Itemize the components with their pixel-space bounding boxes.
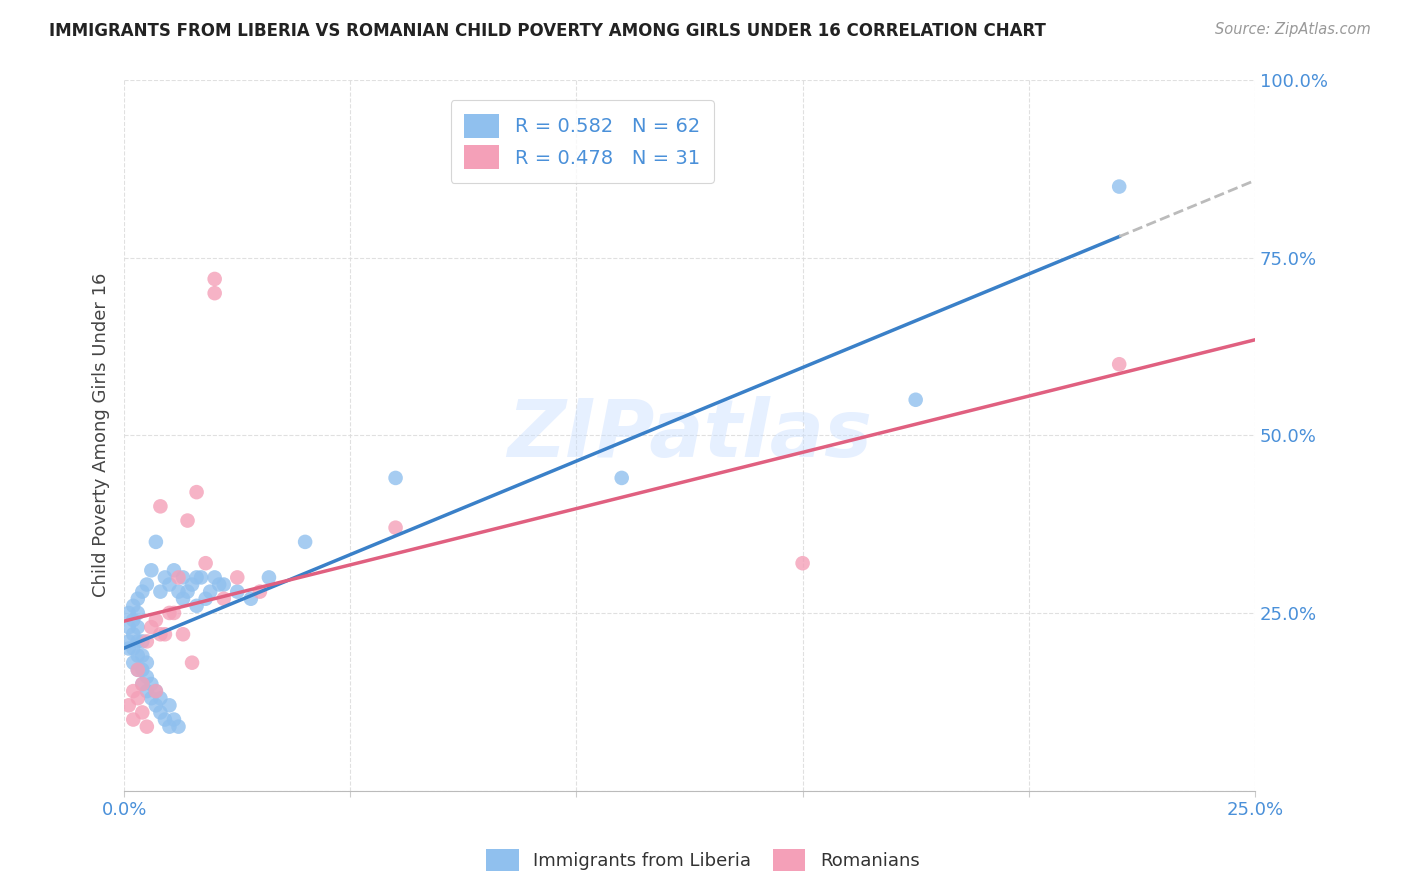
Point <box>135 684 157 698</box>
Point <box>226 584 249 599</box>
Point <box>181 577 204 591</box>
Point <box>194 591 217 606</box>
Point <box>127 620 149 634</box>
Point <box>153 627 176 641</box>
Point <box>145 698 167 713</box>
Point <box>792 556 814 570</box>
Point <box>186 599 208 613</box>
Point <box>135 577 157 591</box>
Point <box>118 620 141 634</box>
Point <box>204 286 226 301</box>
Point <box>1108 179 1130 194</box>
Point <box>384 471 406 485</box>
Point <box>149 500 172 514</box>
Y-axis label: Child Poverty Among Girls Under 16: Child Poverty Among Girls Under 16 <box>93 273 110 598</box>
Point <box>167 584 190 599</box>
Point <box>135 634 157 648</box>
Point <box>159 720 181 734</box>
Point <box>163 606 186 620</box>
Point <box>294 534 316 549</box>
Point <box>141 691 163 706</box>
Point <box>131 648 153 663</box>
Point <box>127 663 149 677</box>
Point <box>127 591 149 606</box>
Text: IMMIGRANTS FROM LIBERIA VS ROMANIAN CHILD POVERTY AMONG GIRLS UNDER 16 CORRELATI: IMMIGRANTS FROM LIBERIA VS ROMANIAN CHIL… <box>49 22 1046 40</box>
Point <box>208 577 231 591</box>
Point <box>127 663 149 677</box>
Point <box>176 514 198 528</box>
Point <box>131 584 153 599</box>
Point <box>167 570 190 584</box>
Legend: Immigrants from Liberia, Romanians: Immigrants from Liberia, Romanians <box>479 842 927 879</box>
Point <box>127 606 149 620</box>
Point <box>122 656 145 670</box>
Point <box>135 670 157 684</box>
Point <box>257 570 280 584</box>
Point <box>122 627 145 641</box>
Point <box>190 570 212 584</box>
Point <box>145 534 167 549</box>
Point <box>122 599 145 613</box>
Point <box>153 570 176 584</box>
Point <box>118 641 141 656</box>
Point <box>159 606 181 620</box>
Point <box>159 698 181 713</box>
Point <box>167 720 190 734</box>
Point <box>194 556 217 570</box>
Point <box>131 677 153 691</box>
Point <box>384 521 406 535</box>
Point <box>149 584 172 599</box>
Point <box>118 606 141 620</box>
Point <box>212 591 235 606</box>
Point <box>127 648 149 663</box>
Point <box>204 272 226 286</box>
Point <box>122 641 145 656</box>
Point <box>249 584 271 599</box>
Point <box>186 570 208 584</box>
Point <box>172 591 194 606</box>
Text: Source: ZipAtlas.com: Source: ZipAtlas.com <box>1215 22 1371 37</box>
Point <box>163 713 186 727</box>
Point <box>212 577 235 591</box>
Point <box>172 570 194 584</box>
Point <box>122 684 145 698</box>
Point <box>904 392 927 407</box>
Point <box>131 706 153 720</box>
Point <box>122 613 145 627</box>
Point <box>131 634 153 648</box>
Point <box>239 591 262 606</box>
Point <box>145 613 167 627</box>
Point <box>186 485 208 500</box>
Point <box>141 563 163 577</box>
Point <box>118 698 141 713</box>
Point <box>135 720 157 734</box>
Point <box>163 563 186 577</box>
Point <box>198 584 221 599</box>
Point <box>226 570 249 584</box>
Point <box>127 634 149 648</box>
Point <box>145 684 167 698</box>
Point <box>122 713 145 727</box>
Point <box>149 706 172 720</box>
Point <box>141 620 163 634</box>
Point <box>131 677 153 691</box>
Point <box>127 691 149 706</box>
Point <box>176 584 198 599</box>
Legend: R = 0.582   N = 62, R = 0.478   N = 31: R = 0.582 N = 62, R = 0.478 N = 31 <box>450 101 714 183</box>
Point <box>159 577 181 591</box>
Point <box>145 684 167 698</box>
Point <box>149 627 172 641</box>
Point <box>610 471 633 485</box>
Point <box>1108 357 1130 371</box>
Point <box>118 634 141 648</box>
Point <box>131 663 153 677</box>
Point <box>153 713 176 727</box>
Point <box>135 656 157 670</box>
Point <box>149 691 172 706</box>
Point <box>204 570 226 584</box>
Text: ZIPatlas: ZIPatlas <box>508 396 872 475</box>
Point <box>172 627 194 641</box>
Point <box>181 656 204 670</box>
Point <box>141 677 163 691</box>
